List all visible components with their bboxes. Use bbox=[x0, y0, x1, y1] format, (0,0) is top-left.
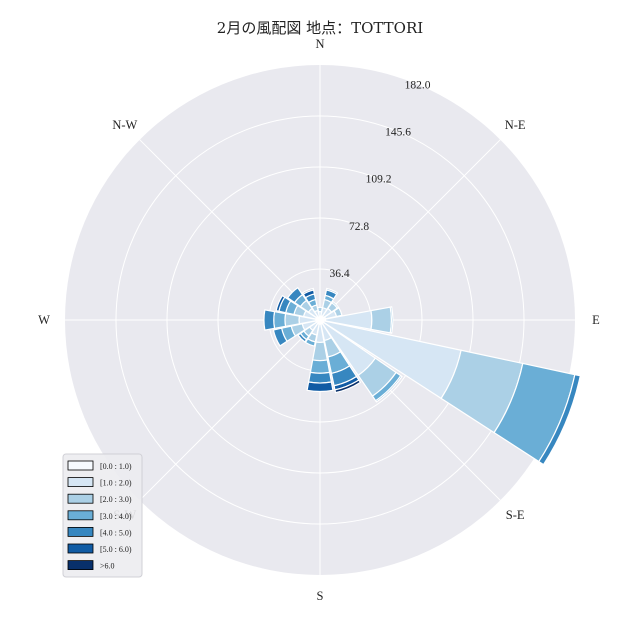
legend-label-5: [5.0 : 6.0) bbox=[100, 545, 132, 554]
legend: [0.0 : 1.0) [1.0 : 2.0) [2.0 : 3.0) [3.0 : … bbox=[62, 453, 143, 578]
bar-w-bin-4 bbox=[263, 309, 276, 331]
direction-label-n-w: N-W bbox=[112, 118, 137, 132]
bar-nne-bin-5 bbox=[325, 287, 339, 295]
direction-label-n-e: N-E bbox=[505, 118, 526, 132]
bar-s-bin-4 bbox=[307, 371, 333, 384]
direction-label-w: W bbox=[38, 313, 50, 327]
bar-ssw-bin-3 bbox=[304, 337, 317, 347]
bar-wnw-bin-5 bbox=[275, 294, 286, 312]
grid-spoke-6 bbox=[139, 319, 321, 501]
bar-sw-bin-4 bbox=[297, 332, 308, 343]
direction-label-s: S bbox=[317, 589, 324, 603]
legend-swatch-0 bbox=[67, 460, 94, 471]
bar-sse-bin-6 bbox=[334, 379, 362, 394]
direction-label-s-e: S-E bbox=[506, 508, 525, 522]
bar-wsw-bin-4 bbox=[272, 327, 288, 347]
bar-ne-bin-3 bbox=[331, 300, 340, 309]
legend-swatch-1 bbox=[67, 477, 94, 488]
bar-e-bin-2 bbox=[370, 306, 393, 334]
legend-swatch-2 bbox=[67, 493, 94, 504]
chart-title: 2月の風配図 地点：TOTTORI bbox=[217, 19, 423, 37]
bar-w-bin-3 bbox=[273, 310, 287, 330]
radial-tick-label-1: 36.4 bbox=[329, 268, 349, 280]
legend-label-1: [1.0 : 2.0) bbox=[100, 479, 132, 488]
legend-label-6: >6.0 bbox=[100, 562, 115, 571]
legend-label-4: [4.0 : 5.0) bbox=[100, 528, 132, 537]
direction-label-n: N bbox=[315, 37, 324, 51]
bar-e-bin-3 bbox=[389, 306, 394, 334]
bar-s-bin-5 bbox=[306, 381, 334, 393]
direction-labels: NN-EES-ESS-WWN-W bbox=[38, 37, 600, 603]
bar-nw-bin-4 bbox=[286, 286, 304, 304]
bar-s-bin-3 bbox=[309, 359, 331, 374]
grid-spoke-2 bbox=[319, 139, 501, 321]
legend-swatch-3 bbox=[67, 510, 94, 521]
grid-spoke-8 bbox=[139, 139, 321, 321]
wind-bars bbox=[263, 286, 582, 466]
legend-label-0: [0.0 : 1.0) bbox=[100, 462, 132, 471]
bar-ene-bin-2 bbox=[333, 306, 343, 318]
legend-swatch-6 bbox=[67, 560, 94, 570]
legend-label-2: [2.0 : 3.0) bbox=[100, 495, 132, 504]
radial-tick-label-4: 145.6 bbox=[385, 127, 411, 139]
radial-tick-label-2: 72.8 bbox=[349, 221, 369, 233]
legend-label-3: [3.0 : 4.0) bbox=[100, 512, 132, 521]
legend-swatch-4 bbox=[67, 527, 94, 537]
bar-ese-bin-4 bbox=[537, 373, 582, 466]
radial-tick-label-5: 182.0 bbox=[405, 79, 431, 91]
direction-label-e: E bbox=[592, 313, 600, 327]
legend-swatch-5 bbox=[67, 543, 94, 554]
bar-nnw-bin-6 bbox=[301, 287, 315, 295]
radial-tick-labels: 36.4 72.8 109.2 145.6 182.0 bbox=[329, 79, 430, 279]
radial-tick-label-3: 109.2 bbox=[366, 174, 392, 186]
bar-se-bin-4 bbox=[374, 374, 403, 403]
